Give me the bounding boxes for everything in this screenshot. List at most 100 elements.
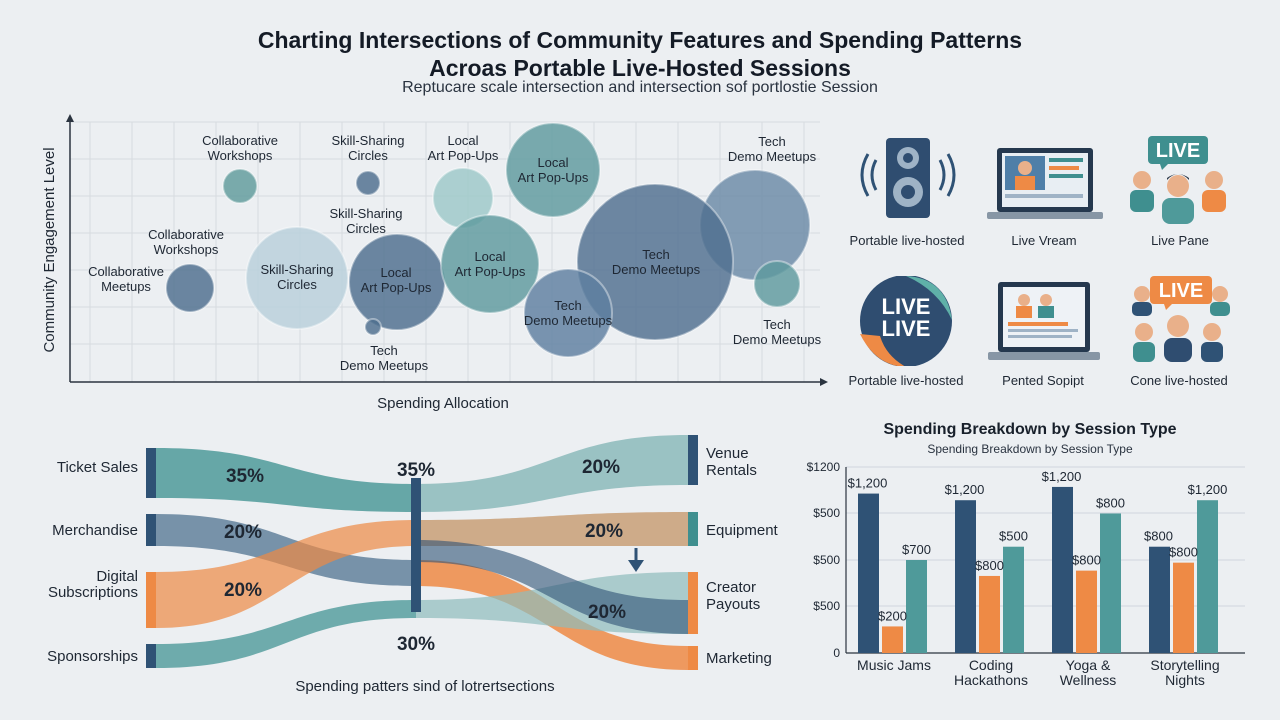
bubble-label: Local Art Pop-Ups [361, 265, 432, 295]
icon-caption-4: Portable live-hosted [848, 373, 964, 388]
bar [1003, 546, 1024, 653]
bubble [440, 214, 540, 314]
bar-data-label: $1,200 [1042, 469, 1082, 484]
sankey-target-percent: 20% [585, 521, 623, 542]
sankey-source-label: Ticket Sales [57, 459, 138, 476]
bar-y-tick: 0 [833, 646, 840, 660]
sankey-source-label: Merchandise [52, 522, 138, 539]
bar-y-tick: $1200 [807, 460, 841, 474]
live-audience-icon: LIVE [1120, 272, 1240, 362]
x-axis-arrow [820, 378, 828, 386]
sankey-source-label: Digital Subscriptions [48, 568, 138, 601]
page-subtitle: Reptucare scale intersection and interse… [402, 79, 878, 96]
sankey-target-label: Creator Payouts [706, 579, 760, 613]
sankey-source-node [146, 448, 156, 498]
sankey-target-label: Venue Rentals [706, 445, 757, 479]
bubble-label: Skill-Sharing Circles [330, 206, 403, 236]
sankey-target-node [688, 512, 698, 546]
bar-data-label: $800 [975, 558, 1004, 573]
bar-category-label: Storytelling Nights [1150, 657, 1219, 688]
sankey-source-percent: 20% [224, 580, 262, 601]
bubble-label: Collaborative Workshops [202, 133, 278, 163]
sankey-source-percent: 20% [224, 522, 262, 543]
bar-data-label: $700 [902, 542, 931, 557]
bubble [753, 260, 801, 308]
bubble-label: Tech Demo Meetups [733, 317, 822, 347]
sankey-center-bottom: 30% [397, 634, 435, 655]
bubble [505, 122, 601, 218]
sankey-source-percent: 35% [226, 466, 264, 487]
bar [979, 575, 1000, 653]
sankey-target-percent: 20% [582, 457, 620, 478]
bar [1197, 500, 1218, 653]
bubble-label: Collaborative Meetups [88, 264, 164, 294]
live-panel-icon: LIVE [1120, 134, 1240, 224]
bar-category-label: Music Jams [857, 657, 931, 673]
bar-data-label: $200 [878, 608, 907, 623]
bar [1076, 570, 1097, 653]
icon-caption-1: Portable live-hosted [849, 233, 965, 248]
sankey-target-percent: 20% [588, 602, 626, 623]
bar-data-label: $800 [1072, 553, 1101, 568]
bubble-ylabel: Community Engagement Level [41, 147, 58, 352]
bubble [222, 168, 258, 204]
sankey-target-node [688, 435, 698, 485]
icon-caption-5: Pented Sopipt [1002, 373, 1084, 388]
sankey-target-node [688, 572, 698, 634]
sankey-center-node [411, 478, 421, 612]
laptop-script-icon [984, 278, 1104, 368]
icon-caption-6: Cone live-hosted [1130, 373, 1228, 388]
sankey-source-node [146, 644, 156, 668]
sankey-arrow-head [628, 560, 644, 572]
bar-labels: $1,200 $200 $700 Music Jams $1,200 $800 $500 Co… [848, 469, 1228, 688]
bubble-label: Tech Demo Meetups [728, 134, 817, 164]
sankey-flows [156, 435, 688, 670]
title-line-1: Charting Intersections of Community Feat… [257, 27, 1023, 53]
sankey-nodes [146, 435, 698, 670]
bubble [523, 268, 613, 358]
sankey-center-top: 35% [397, 460, 435, 481]
sankey-flow [416, 540, 688, 634]
bar-category-label: Yoga & Wellness [1060, 657, 1117, 688]
bar-data-label: $500 [999, 529, 1028, 544]
live-badge-3: LIVE [882, 316, 931, 341]
bar [1149, 546, 1170, 653]
sankey-target-label: Marketing [706, 650, 772, 667]
sankey-flow [156, 448, 416, 512]
sankey-source-label: Sponsorships [47, 648, 138, 665]
bubble-label: Skill-Sharing Circles [332, 133, 405, 163]
icon-caption-3: Live Pane [1151, 233, 1209, 248]
live-badge-4: LIVE [1159, 280, 1203, 302]
bar-data-label: $1,200 [945, 482, 985, 497]
bar-y-tick: $500 [813, 506, 840, 520]
sankey-target-label: Equipment [706, 522, 779, 539]
bubble [364, 318, 382, 336]
bubble [165, 263, 215, 313]
icon-caption-2: Live Vream [1011, 233, 1077, 248]
bubble-label: Local Art Pop-Ups [428, 133, 499, 163]
bubble [576, 183, 734, 341]
bar-y-tick: $500 [813, 599, 840, 613]
bubble-xlabel: Spending Allocation [377, 395, 509, 412]
bar [1052, 486, 1073, 653]
y-axis-arrow [66, 114, 74, 122]
bar-bars [858, 486, 1218, 653]
bar [858, 493, 879, 653]
bubble-label: Skill-Sharing Circles [261, 262, 334, 292]
bubble-label: Local Art Pop-Ups [518, 155, 589, 185]
live-badge-2: LIVE [882, 294, 931, 319]
laptop-stream-icon [985, 140, 1105, 230]
bar [906, 560, 927, 653]
sankey-flow [416, 512, 688, 546]
sankey-flow [156, 600, 416, 668]
bar-data-label: $800 [1096, 496, 1125, 511]
bar-data-label: $800 [1144, 529, 1173, 544]
bubble [355, 170, 381, 196]
bar [882, 626, 903, 653]
bubble-label: Tech Demo Meetups [612, 247, 701, 277]
title-line-2: Acroas Portable Live-Hosted Sessions [429, 55, 851, 81]
sankey-source-node [146, 514, 156, 546]
bubble-label: Tech Demo Meetups [524, 298, 613, 328]
